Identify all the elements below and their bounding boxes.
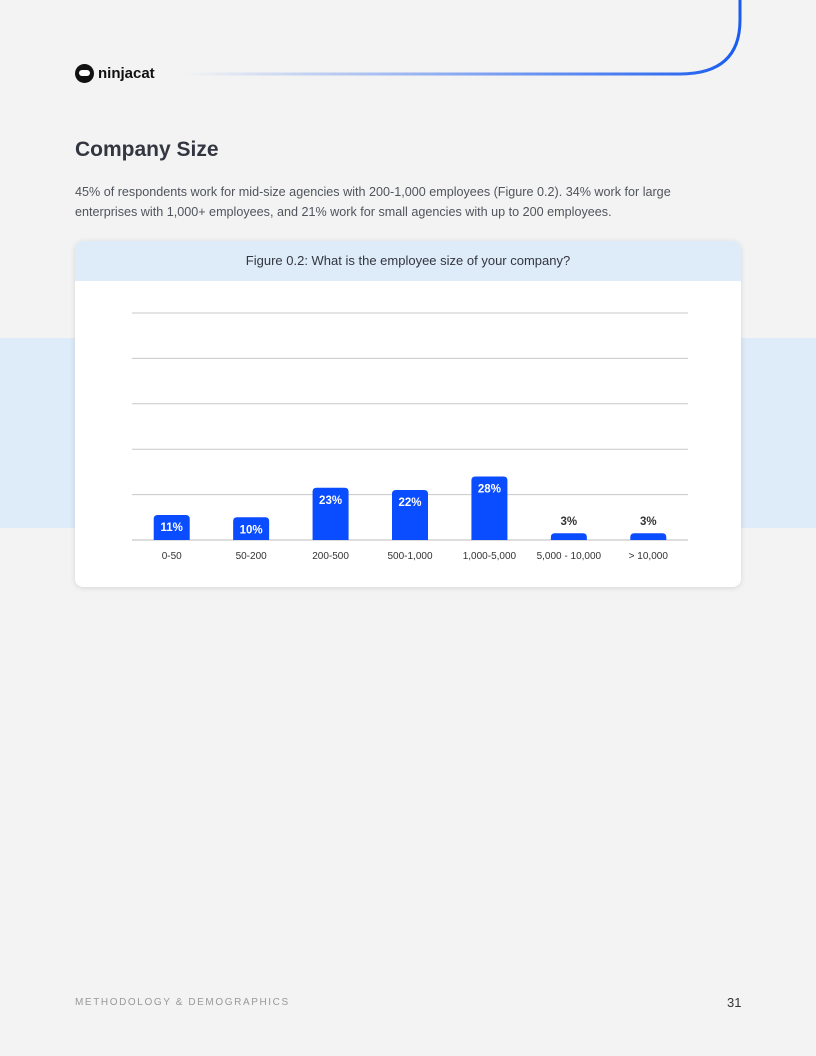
- data-label: 3%: [561, 516, 578, 528]
- x-tick-label: 1,000-5,000: [463, 551, 517, 562]
- data-label: 11%: [161, 522, 183, 534]
- x-tick-label: 200-500: [312, 551, 349, 562]
- section-title: Company Size: [75, 138, 219, 161]
- figure-card: Figure 0.2: What is the employee size of…: [75, 241, 741, 587]
- x-tick-label: 50-200: [236, 551, 268, 562]
- ninjacat-logo: ninjacat: [75, 64, 155, 83]
- page-number: 31: [727, 995, 742, 1010]
- bar: [630, 533, 667, 540]
- decorative-curve: [185, 0, 742, 76]
- bar: [550, 533, 587, 540]
- x-tick-label: 0-50: [162, 551, 182, 562]
- x-tick-label: 500-1,000: [387, 551, 432, 562]
- data-label: 10%: [240, 524, 263, 536]
- bar-chart: 11% 0-50 10% 50-200 23% 200-500 22% 500-1,000 28…: [132, 312, 688, 562]
- data-label: 3%: [640, 516, 657, 528]
- data-label: 23%: [319, 495, 342, 507]
- x-tick-label: > 10,000: [629, 551, 669, 562]
- data-label: 28%: [478, 483, 501, 495]
- chart-title: Figure 0.2: What is the employee size of…: [75, 241, 741, 281]
- bar: [233, 517, 270, 540]
- x-tick-label: 5,000 - 10,000: [537, 551, 602, 562]
- data-label: 22%: [398, 497, 421, 509]
- ninjacat-logo-icon: [75, 64, 94, 83]
- bar: [392, 490, 428, 540]
- footer-section-label: METHODOLOGY & DEMOGRAPHICS: [75, 997, 290, 1008]
- logo-text: ninjacat: [98, 65, 155, 82]
- bar: [153, 515, 190, 540]
- bar: [471, 476, 508, 540]
- bar: [312, 487, 349, 540]
- intro-paragraph: 45% of respondents work for mid-size age…: [75, 185, 671, 219]
